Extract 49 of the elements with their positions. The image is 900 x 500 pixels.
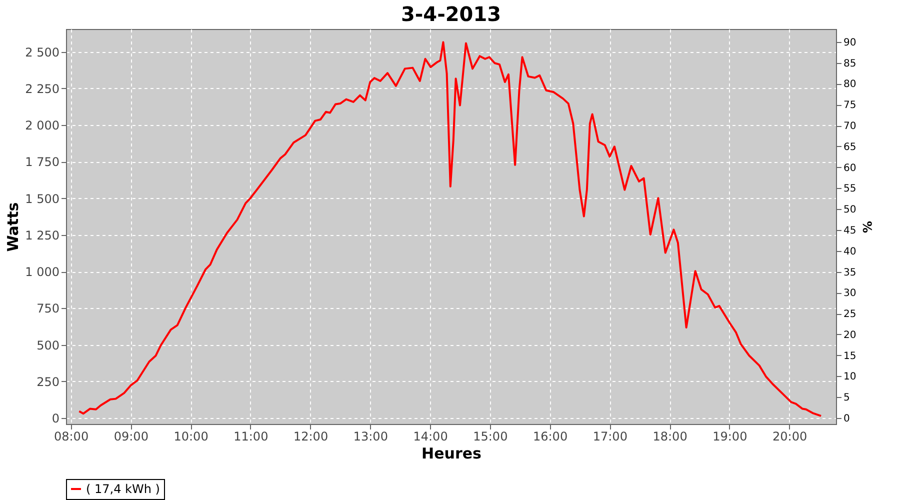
y-tick-label: 500 bbox=[36, 338, 60, 352]
y2-tick-label: 35 bbox=[844, 267, 856, 278]
y2-tick-label: 45 bbox=[844, 225, 856, 236]
y2-tick-label: 30 bbox=[844, 288, 856, 300]
y-tick-label: 250 bbox=[36, 374, 60, 389]
x-tick-label: 10:00 bbox=[174, 430, 208, 444]
y-tick-label: 1 250 bbox=[25, 228, 60, 242]
y-axis-title: Watts bbox=[4, 202, 22, 252]
x-tick-label: 20:00 bbox=[772, 430, 808, 444]
y-tick-label: 2 500 bbox=[25, 45, 60, 60]
y-tick-label: 750 bbox=[36, 302, 60, 316]
y2-tick-label: 50 bbox=[844, 204, 856, 216]
x-tick-label: 12:00 bbox=[293, 430, 328, 444]
x-tick-label: 15:00 bbox=[473, 430, 508, 444]
x-tick-label: 13:00 bbox=[353, 430, 388, 444]
x-tick-label: 14:00 bbox=[413, 430, 448, 444]
y2-tick-label: 5 bbox=[844, 392, 850, 404]
legend-label: ( 17,4 kWh ) bbox=[86, 482, 160, 496]
x-tick-label: 17:00 bbox=[592, 430, 628, 444]
y2-tick-label: 65 bbox=[844, 142, 856, 153]
y-tick-label: 1 750 bbox=[25, 155, 60, 170]
y-tick-label: 1 500 bbox=[25, 192, 60, 206]
y2-tick-label: 10 bbox=[844, 372, 856, 383]
x-tick-label: 09:00 bbox=[114, 430, 148, 444]
y2-tick-label: 85 bbox=[844, 58, 856, 70]
y2-tick-label: 55 bbox=[844, 184, 856, 195]
x-tick-label: 08:00 bbox=[54, 430, 89, 444]
y2-tick-label: 60 bbox=[844, 162, 856, 174]
x-tick-label: 18:00 bbox=[652, 430, 688, 444]
chart-title: 3-4-2013 bbox=[400, 2, 502, 26]
x-tick-label: 16:00 bbox=[533, 430, 568, 444]
y-tick-label: 2 250 bbox=[25, 82, 60, 96]
x-tick-label: 11:00 bbox=[234, 430, 268, 444]
y-tick-label: 0 bbox=[52, 411, 60, 426]
y2-tick-label: 25 bbox=[844, 309, 856, 320]
y2-tick-label: 15 bbox=[844, 350, 856, 362]
y2-tick-label: 20 bbox=[844, 330, 856, 341]
y2-tick-label: 90 bbox=[844, 37, 856, 48]
y2-axis-title: % bbox=[860, 220, 874, 234]
y2-tick-label: 75 bbox=[844, 100, 856, 112]
y2-tick-label: 70 bbox=[844, 121, 856, 132]
y2-tick-label: 0 bbox=[844, 414, 850, 425]
x-tick-label: 19:00 bbox=[712, 430, 748, 444]
y2-tick-label: 80 bbox=[844, 79, 856, 90]
x-axis-title: Heures bbox=[422, 444, 482, 462]
y-tick-label: 1 000 bbox=[25, 265, 60, 280]
y2-tick-label: 40 bbox=[844, 246, 856, 258]
y-tick-label: 2 000 bbox=[25, 118, 60, 133]
line-series bbox=[78, 41, 822, 417]
